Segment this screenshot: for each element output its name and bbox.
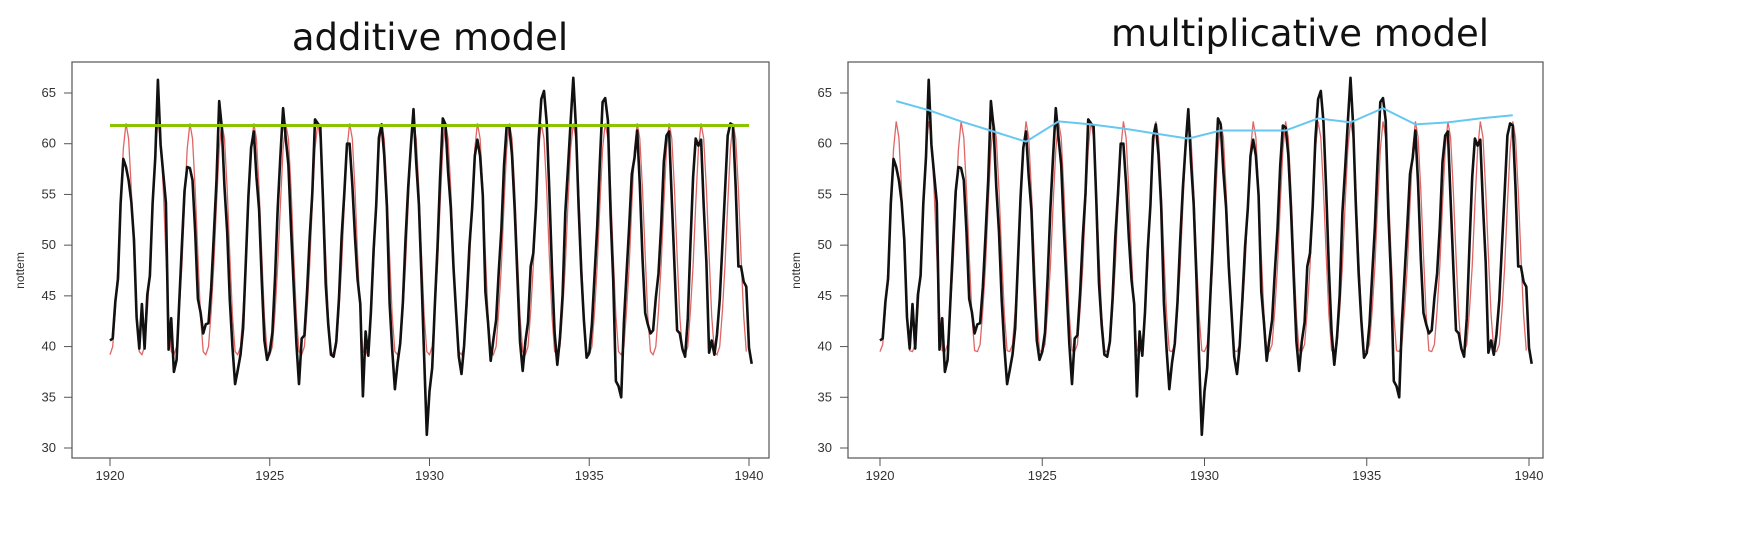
additive-y-tick-label: 35 <box>42 389 56 404</box>
multiplicative-y-tick-label: 40 <box>818 339 832 354</box>
multiplicative-trend-line <box>895 100 1513 143</box>
additive-chart-group: 30 35 40 45 50 55 60 65 1920 1925 1930 1935 1940 nott… <box>13 61 770 483</box>
additive-y-axis-label: nottem <box>13 252 27 289</box>
chart-title-multiplicative: multiplicative model <box>1110 12 1490 55</box>
multiplicative-fitted-series-line <box>879 121 1527 353</box>
additive-y-tick-label: 30 <box>42 440 56 455</box>
additive-y-tick-label: 50 <box>42 237 56 252</box>
additive-y-tick-label: 60 <box>42 136 56 151</box>
multiplicative-x-tick-label: 1930 <box>1190 468 1219 483</box>
multiplicative-x-tick-label: 1925 <box>1028 468 1057 483</box>
multiplicative-y-tick-label: 65 <box>818 85 832 100</box>
chart-title-additive: additive model <box>291 16 569 59</box>
additive-y-tick-label: 40 <box>42 339 56 354</box>
additive-x-tick-label: 1930 <box>415 468 444 483</box>
multiplicative-y-tick-label: 50 <box>818 237 832 252</box>
additive-plot-frame <box>71 61 770 459</box>
multiplicative-plot-frame <box>847 61 1544 459</box>
multiplicative-y-tick-label: 60 <box>818 136 832 151</box>
multiplicative-y-tick-label: 55 <box>818 186 832 201</box>
additive-x-tick-label: 1935 <box>575 468 604 483</box>
additive-fitted-series-line <box>109 123 747 357</box>
multiplicative-x-tick-label: 1935 <box>1352 468 1381 483</box>
additive-x-tick-label: 1940 <box>735 468 764 483</box>
multiplicative-y-axis-label: nottem <box>789 252 803 289</box>
additive-x-tick-label: 1920 <box>96 468 125 483</box>
additive-y-tick-label: 65 <box>42 85 56 100</box>
multiplicative-x-tick-label: 1920 <box>866 468 895 483</box>
additive-y-tick-label: 45 <box>42 288 56 303</box>
additive-x-tick-label: 1925 <box>255 468 284 483</box>
multiplicative-y-tick-label: 30 <box>818 440 832 455</box>
additive-observed-series-line <box>109 76 753 437</box>
multiplicative-observed-series-line <box>879 76 1533 437</box>
multiplicative-y-tick-label: 45 <box>818 288 832 303</box>
multiplicative-x-tick-label: 1940 <box>1515 468 1544 483</box>
multiplicative-y-tick-label: 35 <box>818 389 832 404</box>
additive-y-tick-label: 55 <box>42 186 56 201</box>
multiplicative-chart-group: 30 35 40 45 50 55 60 65 1920 1925 1930 1935 1940 nott… <box>789 61 1544 483</box>
